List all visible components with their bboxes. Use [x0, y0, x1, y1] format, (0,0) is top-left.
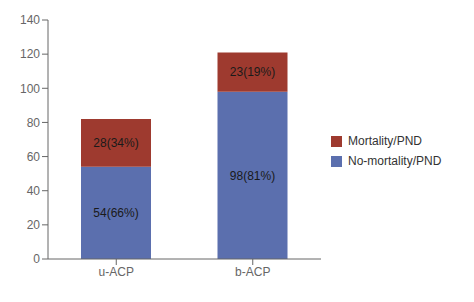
svg-text:120: 120	[20, 47, 40, 61]
svg-text:98(81%): 98(81%)	[230, 169, 275, 183]
svg-text:23(19%): 23(19%)	[230, 65, 275, 79]
svg-text:28(34%): 28(34%)	[93, 136, 138, 150]
svg-text:54(66%): 54(66%)	[93, 206, 138, 220]
svg-text:b-ACP: b-ACP	[235, 265, 270, 279]
svg-text:60: 60	[27, 150, 41, 164]
svg-text:80: 80	[27, 116, 41, 130]
svg-text:20: 20	[27, 218, 41, 232]
svg-text:140: 140	[20, 13, 40, 27]
svg-text:40: 40	[27, 184, 41, 198]
html-text:Mortality/PND: Mortality/PND	[348, 134, 422, 148]
svg-text:100: 100	[20, 82, 40, 96]
svg-text:u-ACP: u-ACP	[99, 265, 134, 279]
svg-text:0: 0	[33, 252, 40, 266]
html-text:No-mortality/PND: No-mortality/PND	[348, 154, 442, 168]
